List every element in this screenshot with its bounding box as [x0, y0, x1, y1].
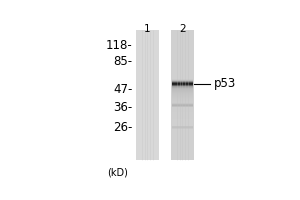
- Bar: [172, 99, 193, 100]
- Text: 47-: 47-: [113, 83, 133, 96]
- Bar: [172, 102, 193, 103]
- Bar: [172, 105, 193, 106]
- Bar: [171, 30, 194, 160]
- Text: 85-: 85-: [114, 55, 133, 68]
- Bar: [172, 115, 193, 116]
- Bar: [172, 114, 193, 115]
- Bar: [172, 90, 193, 91]
- Bar: [172, 88, 193, 89]
- Bar: [172, 98, 193, 99]
- Bar: [172, 118, 193, 119]
- Text: p53: p53: [214, 77, 236, 90]
- Bar: [172, 107, 193, 108]
- Bar: [172, 101, 193, 102]
- Bar: [172, 100, 193, 101]
- Text: 36-: 36-: [114, 101, 133, 114]
- Bar: [172, 109, 193, 110]
- Text: 118-: 118-: [106, 39, 133, 52]
- Bar: [172, 96, 193, 97]
- Text: (kD): (kD): [107, 167, 128, 177]
- Bar: [172, 91, 193, 92]
- Bar: [136, 30, 159, 160]
- Bar: [172, 106, 193, 107]
- Bar: [172, 116, 193, 117]
- Bar: [172, 103, 193, 104]
- Bar: [172, 111, 193, 112]
- Bar: [172, 110, 193, 111]
- Bar: [172, 89, 193, 90]
- Bar: [172, 95, 193, 96]
- Text: 26-: 26-: [113, 121, 133, 134]
- Bar: [172, 97, 193, 98]
- Bar: [172, 92, 193, 93]
- Bar: [172, 117, 193, 118]
- Text: 1: 1: [144, 24, 151, 34]
- Text: 2: 2: [179, 24, 186, 34]
- Bar: [172, 87, 193, 88]
- Bar: [172, 108, 193, 109]
- Bar: [172, 112, 193, 113]
- Bar: [172, 113, 193, 114]
- Bar: [172, 93, 193, 94]
- Bar: [172, 104, 193, 105]
- Bar: [172, 94, 193, 95]
